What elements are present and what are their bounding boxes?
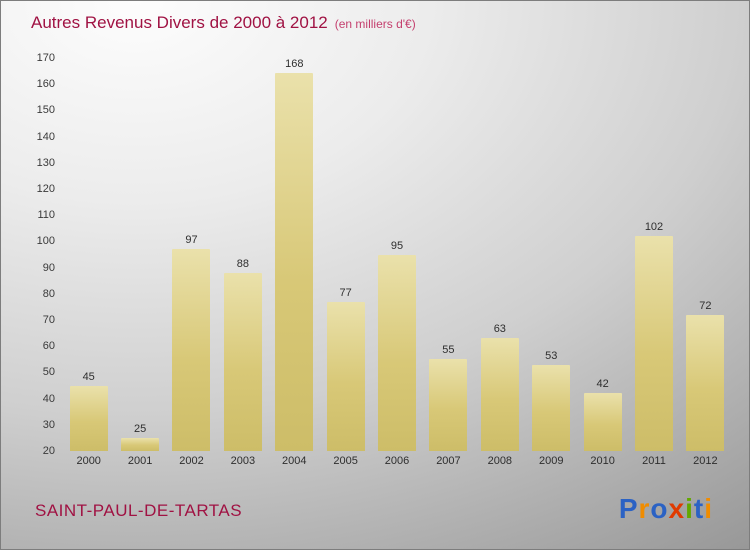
logo-letter: t (693, 493, 705, 524)
bar (69, 385, 108, 451)
chart-subtitle: (en milliers d'€) (334, 17, 416, 31)
y-tick-label: 20 (42, 445, 55, 457)
logo-letter: r (638, 493, 651, 524)
x-tick-label: 2002 (179, 455, 204, 467)
bar-value-label: 53 (545, 349, 558, 362)
bar (429, 359, 468, 451)
x-tick-label: 2003 (230, 455, 256, 467)
logo-letter: x (668, 493, 686, 524)
bar-value-label: 45 (82, 370, 95, 383)
y-tick-label: 60 (42, 340, 55, 353)
x-tick-label: 2011 (642, 455, 666, 467)
logo-letter: o (650, 493, 669, 524)
y-tick-label: 90 (42, 261, 55, 274)
bar-value-label: 77 (339, 286, 352, 299)
bar (634, 236, 673, 451)
y-tick-label: 80 (42, 287, 55, 300)
logo-letter: i (704, 493, 713, 524)
bar-slot: 55 (423, 58, 474, 451)
bar-slot: 95 (371, 58, 422, 451)
bar-slot: 88 (217, 58, 268, 451)
y-tick-label: 110 (37, 209, 55, 222)
y-tick-label: 100 (36, 235, 55, 248)
y-tick-label: 170 (36, 52, 55, 64)
bar-slot: 72 (680, 58, 731, 451)
logo-letter: P (618, 493, 639, 524)
bar-value-label: 72 (699, 299, 712, 312)
bar-slot: 168 (269, 58, 320, 451)
bar-slot: 97 (166, 58, 217, 451)
chart-title: Autres Revenus Divers de 2000 à 2012 (31, 13, 328, 32)
bar-value-label: 55 (442, 344, 455, 357)
x-tick-label: 2006 (384, 455, 410, 467)
proxiti-logo: Proxiti (619, 493, 713, 525)
bar (583, 393, 622, 451)
bar-value-label: 42 (596, 378, 609, 391)
bar-slot: 102 (628, 58, 679, 451)
bar-slot: 25 (114, 58, 165, 451)
bar-value-label: 25 (133, 422, 147, 435)
bar (686, 314, 725, 451)
bar-value-label: 88 (236, 257, 249, 270)
bar-slot: 77 (320, 58, 371, 451)
x-tick-label: 2008 (487, 455, 513, 467)
logo-letter: i (685, 493, 694, 524)
y-tick-label: 130 (36, 156, 55, 169)
y-tick-label: 50 (42, 366, 55, 379)
bar-value-label: 168 (285, 58, 304, 70)
bar-slot: 45 (63, 58, 114, 451)
x-tick-label: 2001 (127, 455, 153, 467)
bar (378, 254, 417, 451)
bar-slot: 53 (526, 58, 577, 451)
bar (326, 301, 365, 451)
x-axis: 2000 2001 2002 2003 2004 2005 2006 2007 2008 2009… (63, 455, 731, 467)
x-tick-label: 2004 (282, 455, 307, 467)
x-tick-label: 2009 (538, 455, 564, 467)
y-tick-label: 120 (36, 183, 55, 195)
plot-area: 45 25 97 88 168 77 95 55 63 53 42 102 72 (63, 58, 731, 451)
bar (172, 249, 211, 451)
x-tick-label: 2012 (693, 455, 718, 467)
x-tick-label: 2010 (590, 455, 615, 467)
x-tick-label: 2005 (333, 455, 358, 467)
y-tick-label: 160 (36, 78, 55, 91)
bar (532, 364, 571, 451)
y-axis: 170 160 150 140 130 120 110 100 90 80 70 60 50 40 30 20 (1, 52, 55, 457)
bar (480, 338, 519, 451)
bar (121, 437, 160, 451)
y-tick-label: 30 (42, 418, 55, 431)
commune-name: SAINT-PAUL-DE-TARTAS (35, 501, 243, 520)
y-tick-label: 40 (42, 392, 55, 405)
y-tick-label: 140 (36, 130, 55, 143)
y-tick-label: 70 (42, 314, 55, 326)
bar-value-label: 102 (644, 221, 664, 234)
bar (275, 73, 314, 451)
x-tick-label: 2000 (76, 455, 101, 467)
chart-header: Autres Revenus Divers de 2000 à 2012 (en… (31, 13, 416, 33)
bar (223, 272, 262, 451)
y-tick-label: 150 (36, 104, 55, 117)
bar-slot: 42 (577, 58, 628, 451)
bar-value-label: 63 (493, 323, 506, 336)
x-tick-label: 2007 (436, 455, 461, 467)
bar-value-label: 95 (390, 239, 404, 252)
bar-value-label: 97 (185, 234, 198, 247)
bar-slot: 63 (474, 58, 525, 451)
